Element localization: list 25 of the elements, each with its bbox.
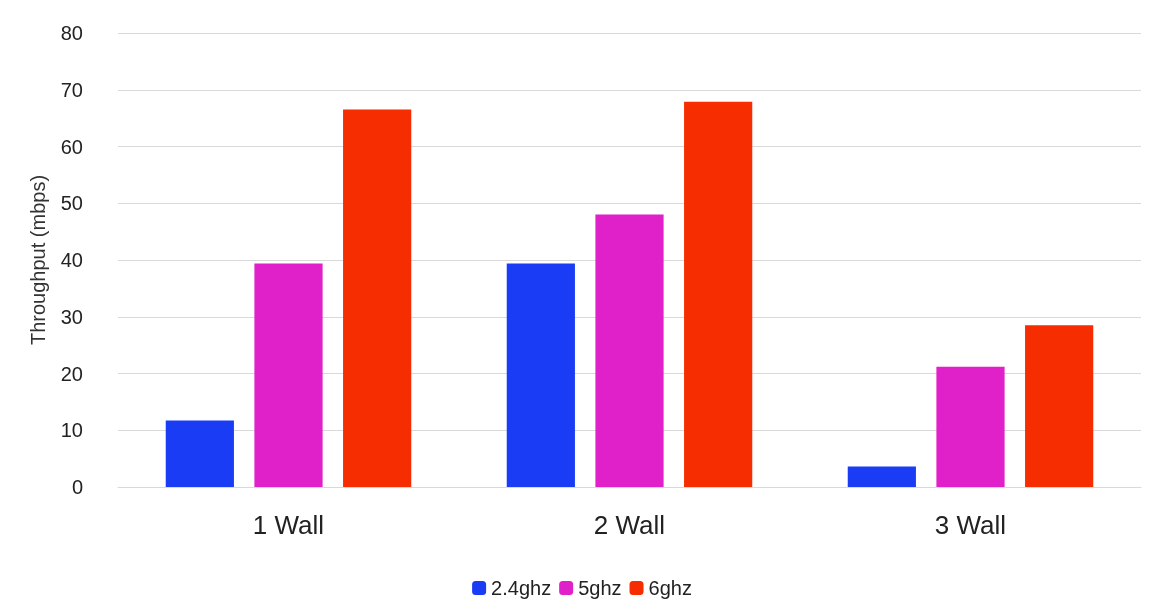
y-tick-label: 20 [60, 362, 83, 385]
x-tick-label: 2 Wall [593, 510, 666, 540]
y-tick-label: 30 [60, 305, 83, 328]
y-axis-title: Throughput (mbps) [27, 174, 49, 346]
y-tick-label: 80 [60, 22, 83, 44]
legend-label: 2.4ghz [491, 577, 552, 599]
bar [1025, 325, 1094, 487]
y-tick-label: 0 [71, 476, 83, 498]
x-tick-label: 1 Wall [252, 510, 325, 540]
legend-label: 6ghz [648, 577, 692, 599]
bar [936, 366, 1005, 487]
y-tick-label: 40 [60, 249, 83, 271]
bar [847, 466, 916, 487]
bar [595, 214, 664, 487]
y-tick-label: 50 [60, 192, 83, 215]
y-tick-label: 70 [60, 78, 83, 101]
bar [684, 101, 753, 487]
y-tick-label: 10 [60, 419, 83, 442]
y-tick-label: 60 [60, 135, 83, 158]
bar [254, 263, 323, 487]
legend-label: 5ghz [578, 577, 622, 599]
bar [506, 263, 575, 487]
x-tick-label: 3 Wall [934, 510, 1007, 540]
bar [165, 420, 234, 487]
bar [343, 109, 412, 487]
